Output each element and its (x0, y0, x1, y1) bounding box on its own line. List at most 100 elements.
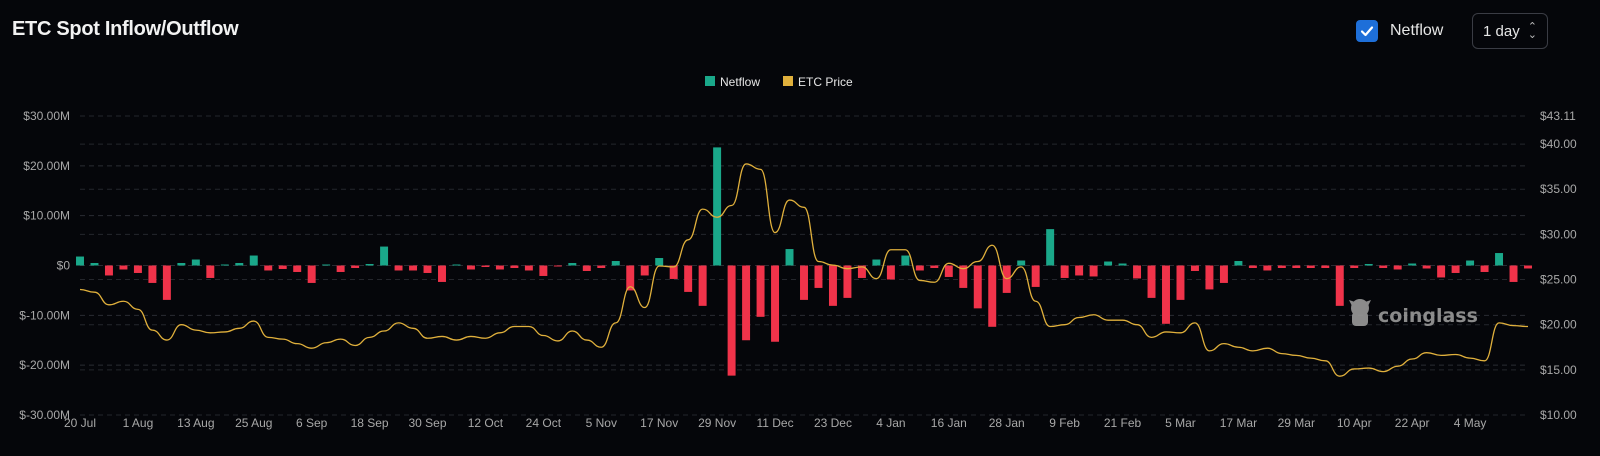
netflow-bar-inflow[interactable] (249, 255, 258, 266)
netflow-bar-inflow[interactable] (322, 264, 331, 266)
netflow-bar-outflow[interactable] (1133, 265, 1142, 279)
netflow-bar-outflow[interactable] (756, 265, 765, 317)
netflow-bar-outflow[interactable] (423, 265, 432, 273)
netflow-bar-outflow[interactable] (1350, 265, 1359, 268)
netflow-bar-inflow[interactable] (1017, 260, 1026, 266)
netflow-bar-outflow[interactable] (1437, 265, 1446, 278)
netflow-bar-outflow[interactable] (742, 265, 751, 341)
netflow-bar-outflow[interactable] (539, 265, 548, 276)
netflow-bar-outflow[interactable] (1176, 265, 1185, 300)
netflow-bar-inflow[interactable] (220, 264, 229, 266)
netflow-bar-outflow[interactable] (1451, 265, 1460, 273)
netflow-bar-inflow[interactable] (76, 256, 84, 266)
netflow-bar-outflow[interactable] (119, 265, 128, 270)
netflow-bar-outflow[interactable] (1205, 265, 1214, 290)
netflow-bar-outflow[interactable] (915, 265, 924, 271)
netflow-bar-outflow[interactable] (1321, 265, 1330, 268)
netflow-bar-outflow[interactable] (1089, 265, 1098, 277)
netflow-bar-outflow[interactable] (843, 265, 852, 298)
netflow-bar-outflow[interactable] (857, 265, 866, 278)
netflow-bar-outflow[interactable] (1393, 265, 1402, 270)
netflow-bar-outflow[interactable] (1162, 265, 1170, 324)
netflow-bar-inflow[interactable] (568, 263, 577, 266)
checkmark-icon[interactable] (1356, 20, 1378, 42)
netflow-bar-outflow[interactable] (1335, 265, 1344, 306)
netflow-bar-outflow[interactable] (684, 265, 693, 292)
netflow-bar-outflow[interactable] (481, 265, 490, 267)
netflow-bar-inflow[interactable] (380, 246, 389, 266)
netflow-bar-outflow[interactable] (409, 265, 418, 271)
netflow-bar-outflow[interactable] (206, 265, 215, 278)
netflow-bar-inflow[interactable] (1104, 261, 1113, 266)
netflow-bar-outflow[interactable] (307, 265, 316, 283)
netflow-bar-outflow[interactable] (510, 265, 519, 268)
netflow-bar-outflow[interactable] (351, 265, 360, 268)
netflow-bar-outflow[interactable] (727, 265, 736, 376)
netflow-bar-outflow[interactable] (336, 265, 345, 272)
netflow-bar-outflow[interactable] (959, 265, 968, 288)
legend-item-etc-price[interactable]: ETC Price (783, 75, 853, 89)
netflow-bar-outflow[interactable] (1248, 265, 1257, 268)
netflow-bar-outflow[interactable] (828, 265, 837, 306)
netflow-bar-outflow[interactable] (930, 265, 939, 268)
netflow-bar-outflow[interactable] (1524, 265, 1532, 269)
netflow-bar-inflow[interactable] (1234, 261, 1243, 266)
netflow-bar-inflow[interactable] (1118, 263, 1127, 266)
netflow-bar-outflow[interactable] (495, 265, 504, 270)
netflow-bar-outflow[interactable] (582, 265, 591, 271)
netflow-bar-inflow[interactable] (1495, 253, 1504, 266)
netflow-bar-outflow[interactable] (1306, 265, 1315, 268)
netflow-bar-outflow[interactable] (394, 265, 403, 271)
netflow-bar-inflow[interactable] (177, 263, 186, 266)
netflow-bar-outflow[interactable] (814, 265, 823, 288)
netflow-bar-outflow[interactable] (162, 265, 171, 300)
netflow-bar-outflow[interactable] (1031, 265, 1040, 287)
netflow-bar-outflow[interactable] (1379, 265, 1388, 268)
netflow-bar-outflow[interactable] (1190, 265, 1199, 271)
netflow-bar-outflow[interactable] (669, 265, 678, 279)
netflow-bar-outflow[interactable] (1480, 265, 1489, 272)
netflow-bar-outflow[interactable] (1277, 265, 1286, 268)
netflow-bar-outflow[interactable] (1422, 265, 1431, 269)
netflow-bar-inflow[interactable] (1466, 260, 1475, 266)
netflow-bar-outflow[interactable] (264, 265, 273, 271)
netflow-bar-inflow[interactable] (1046, 229, 1055, 266)
netflow-bar-inflow[interactable] (785, 249, 794, 266)
netflow-bar-outflow[interactable] (104, 265, 113, 276)
netflow-bar-inflow[interactable] (90, 263, 99, 266)
netflow-bar-outflow[interactable] (1292, 265, 1301, 268)
netflow-bar-outflow[interactable] (771, 265, 780, 342)
netflow-bar-outflow[interactable] (1219, 265, 1228, 283)
netflow-bar-outflow[interactable] (1060, 265, 1069, 278)
netflow-bar-outflow[interactable] (944, 265, 953, 277)
netflow-checkbox-toggle[interactable]: Netflow (1356, 20, 1443, 42)
netflow-bar-outflow[interactable] (988, 265, 997, 327)
netflow-bar-inflow[interactable] (365, 264, 374, 266)
netflow-bar-outflow[interactable] (698, 265, 707, 306)
netflow-bar-outflow[interactable] (1075, 265, 1084, 276)
interval-select[interactable]: 1 day ⌃ ⌄ (1472, 13, 1548, 49)
netflow-bar-outflow[interactable] (466, 265, 475, 270)
netflow-bar-outflow[interactable] (597, 265, 606, 268)
netflow-bar-outflow[interactable] (293, 265, 302, 272)
netflow-bar-inflow[interactable] (872, 259, 881, 266)
netflow-bar-outflow[interactable] (626, 265, 635, 291)
netflow-bar-inflow[interactable] (1408, 263, 1417, 266)
netflow-bar-inflow[interactable] (713, 147, 722, 266)
netflow-bar-outflow[interactable] (1509, 265, 1518, 282)
netflow-bar-outflow[interactable] (1263, 265, 1272, 271)
netflow-bar-inflow[interactable] (452, 264, 461, 266)
netflow-bar-outflow[interactable] (438, 265, 446, 282)
netflow-bar-inflow[interactable] (191, 259, 200, 266)
netflow-bar-outflow[interactable] (640, 265, 649, 276)
netflow-bar-inflow[interactable] (1364, 264, 1373, 266)
netflow-bar-inflow[interactable] (235, 263, 244, 266)
netflow-bar-outflow[interactable] (278, 265, 287, 269)
netflow-bar-outflow[interactable] (148, 265, 157, 283)
netflow-bar-inflow[interactable] (901, 255, 910, 266)
netflow-bar-outflow[interactable] (1147, 265, 1156, 298)
netflow-bar-outflow[interactable] (133, 265, 142, 273)
netflow-bar-inflow[interactable] (655, 258, 664, 266)
legend-item-netflow[interactable]: Netflow (705, 75, 760, 89)
netflow-bar-outflow[interactable] (524, 265, 533, 271)
